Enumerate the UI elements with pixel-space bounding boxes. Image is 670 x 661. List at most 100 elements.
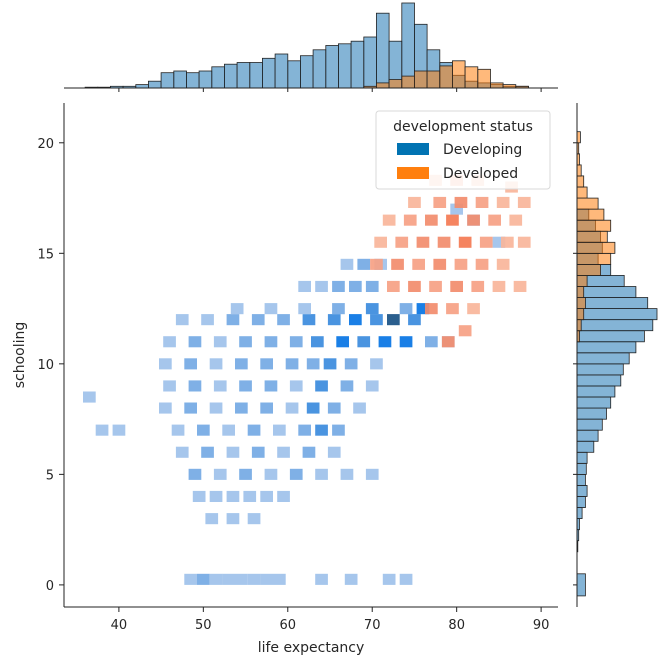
heatmap-cell-developing xyxy=(163,380,176,392)
heatmap-cell-developing xyxy=(370,314,383,326)
marginal-y-bar-developed xyxy=(576,263,602,276)
heatmap-cell-developing xyxy=(349,280,362,292)
heatmap-cell-developing xyxy=(209,402,223,414)
marginal-y-bar-developed xyxy=(576,219,612,232)
y-axis-label: schooling xyxy=(12,322,28,389)
marginal-y-bar-developing xyxy=(576,385,616,398)
marginal-x-histogram xyxy=(64,2,558,92)
heatmap-cell-developed xyxy=(441,336,455,348)
heatmap-cell-developed xyxy=(408,280,421,292)
heatmap-cell-developed xyxy=(488,214,501,226)
marginal-y-bar-developing xyxy=(576,484,588,497)
heatmap-cell-developing xyxy=(332,303,345,315)
heatmap-cell-developing xyxy=(277,446,290,458)
heatmap-cell-developing xyxy=(201,314,214,326)
heatmap-cell-developing xyxy=(159,402,172,414)
y-tick-label: 10 xyxy=(37,358,54,373)
heatmap-cell-developing xyxy=(315,468,328,480)
heatmap-cell-developed xyxy=(446,303,459,315)
heatmap-cell-developing xyxy=(492,236,506,248)
marginal-x-bar-developed xyxy=(477,68,491,89)
marginal-y-bar-developing xyxy=(576,496,586,509)
marginal-x-bar-developing xyxy=(261,57,276,89)
marginal-x-bar-developing xyxy=(173,70,187,89)
heatmap-cell-developed xyxy=(374,236,387,248)
heatmap-cell-developed xyxy=(501,236,514,248)
marginal-y-bar-developing xyxy=(576,473,586,486)
marginal-x-bar-developing xyxy=(337,43,352,89)
heatmap-cell-developing xyxy=(416,303,430,315)
marginal-y-bar-developed xyxy=(576,286,585,299)
y-tick-label: 0 xyxy=(46,579,54,594)
marginal-x-bar-developing xyxy=(401,2,415,89)
heatmap-cell-developed xyxy=(458,236,472,248)
heatmap-cell-developed xyxy=(467,303,480,315)
heatmap-cell-developed xyxy=(408,196,421,208)
marginal-y-bar-developed xyxy=(576,175,585,188)
marginal-y-bar-developed xyxy=(576,230,608,243)
marginal-x-bar-developing xyxy=(299,55,314,89)
marginal-y-bar-developing xyxy=(576,429,599,442)
heatmap-cell-developed xyxy=(475,196,489,208)
heatmap-cell-developing xyxy=(163,336,176,348)
heatmap-cell-developing xyxy=(188,380,202,392)
heatmap-cell-developed xyxy=(433,258,447,270)
heatmap-cell-developing xyxy=(336,336,349,348)
heatmap-cell-developed xyxy=(382,214,396,226)
heatmap-cell-developing xyxy=(340,380,354,392)
heatmap-cell-developing xyxy=(222,424,235,436)
marginal-y-bar-developed xyxy=(576,319,582,332)
marginal-x-bar-developing xyxy=(135,84,149,89)
marginal-y-bar-developed xyxy=(576,197,599,210)
marginal-y-bar-developed xyxy=(576,308,585,321)
heatmap-cell-developing xyxy=(264,336,278,348)
heatmap-cell-developed xyxy=(479,236,493,248)
heatmap-cell-developed xyxy=(416,236,430,248)
heatmap-cell-developing xyxy=(175,446,189,458)
x-axis-label: life expectancy xyxy=(258,640,365,656)
heatmap-cell-developed xyxy=(395,236,409,248)
heatmap-cell-developing xyxy=(327,446,341,458)
marginal-y-bar-developed xyxy=(576,241,616,254)
heatmap-cell-developed xyxy=(425,303,438,315)
marginal-y-bar-developing xyxy=(576,341,637,354)
marginal-x-bar-developing xyxy=(160,72,175,89)
heatmap-cell-developing xyxy=(332,424,345,436)
heatmap-cell-developing xyxy=(235,358,248,370)
heatmap-cell-developing xyxy=(260,402,273,414)
heatmap-cell-developing xyxy=(192,490,206,502)
heatmap-cell-developing xyxy=(399,336,413,348)
marginal-x-bar-developed xyxy=(413,70,428,89)
marginal-x-bar-developed xyxy=(439,65,453,89)
heatmap-cell-developing xyxy=(205,513,219,525)
marginal-x-bar-developing xyxy=(147,80,162,89)
legend-label-developing: Developing xyxy=(443,142,522,158)
heatmap-cell-developed xyxy=(425,214,438,226)
marginal-y-bar-developing xyxy=(576,319,654,332)
heatmap-cell-developed xyxy=(496,258,510,270)
y-tick-label: 15 xyxy=(37,247,54,262)
legend-label-developed: Developed xyxy=(443,166,518,182)
heatmap-cell-developing xyxy=(226,490,240,502)
marginal-x-bar-developing xyxy=(312,49,327,89)
heatmap-cell-developing xyxy=(213,380,227,392)
heatmap-cell-developing xyxy=(239,336,252,348)
marginal-x-bar-developed xyxy=(375,82,390,89)
marginal-y-bar-developed xyxy=(576,131,581,144)
x-tick-label: 90 xyxy=(533,618,550,633)
heatmap-cell-developed xyxy=(475,258,489,270)
marginal-x-bar-developing xyxy=(274,53,289,89)
marginal-x-bar-developing xyxy=(350,40,365,89)
heatmap-cell-developed xyxy=(446,214,459,226)
heatmap-cell-developing xyxy=(289,468,303,480)
heatmap-cell-developing xyxy=(201,446,214,458)
heatmap-cell-developing xyxy=(83,391,96,403)
heatmap-cell-developed xyxy=(467,214,480,226)
marginal-y-bar-developing xyxy=(576,407,607,420)
heatmap-cell-developing xyxy=(159,358,172,370)
marginal-y-bar-developed xyxy=(576,252,612,265)
marginal-x-bar-developed xyxy=(451,60,466,89)
x-tick-label: 70 xyxy=(364,618,381,633)
y-tick-label: 20 xyxy=(37,137,54,152)
heatmap-cell-developing xyxy=(188,468,202,480)
